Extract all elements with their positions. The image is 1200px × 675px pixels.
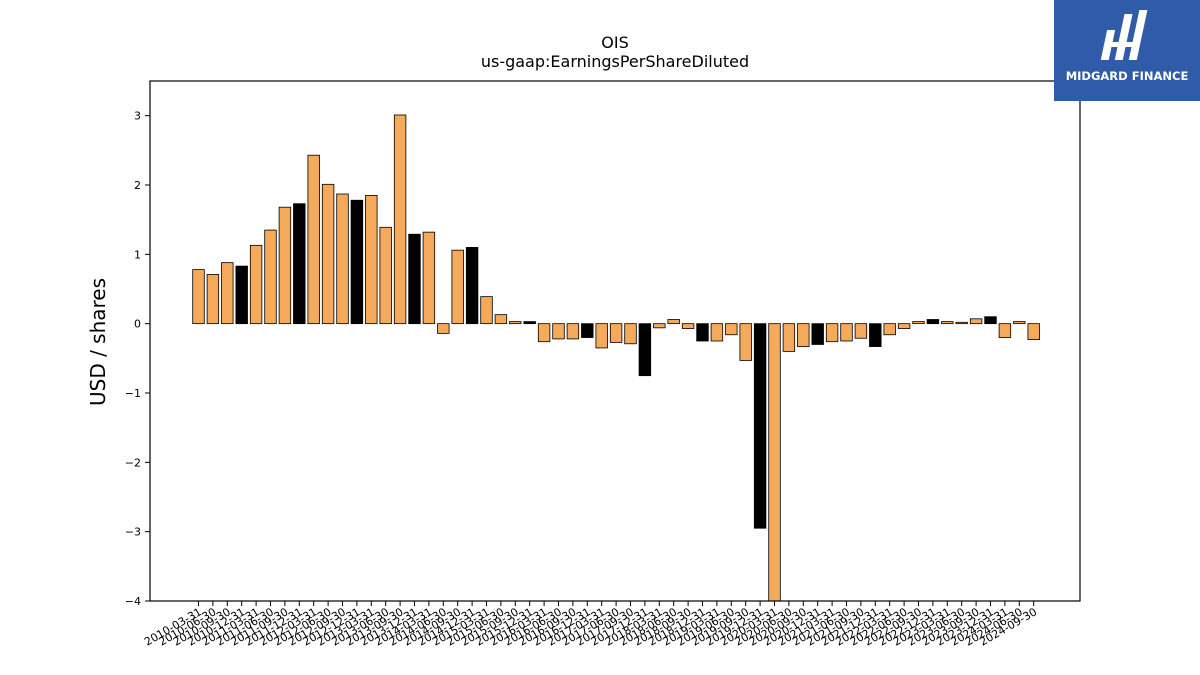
y-ticks-group: 3 2 1 0 −1 −2 −3 −4: [125, 110, 150, 608]
bar-2014-12-31: [465, 246, 479, 325]
bar-2015-03-31: [480, 296, 493, 325]
bar-2018-09-30: [681, 323, 695, 329]
bar-2021-12-31: [869, 323, 882, 347]
bar-2020-09-30: [797, 323, 810, 347]
bar-2011-12-31: [293, 203, 306, 325]
chart-title: OIS: [601, 33, 628, 52]
bar-2011-06-30: [264, 229, 277, 325]
bar-2022-09-30: [912, 321, 925, 325]
bar-2017-12-31: [638, 323, 652, 377]
bar-2024-03-31: [998, 323, 1012, 338]
bar-2024-09-30: [1027, 323, 1040, 341]
bar-2023-03-31: [941, 321, 954, 325]
bar-2010-06-30: [206, 274, 220, 325]
bar-2012-03-31: [307, 154, 320, 325]
bar-2020-03-31: [768, 323, 781, 602]
bar-2019-06-30: [725, 323, 738, 336]
bar-2012-06-30: [321, 183, 335, 325]
bar-2021-03-31: [825, 323, 839, 343]
bar-2020-06-30: [782, 323, 796, 352]
y-tick-label: −1: [125, 387, 141, 400]
bar-2019-09-30: [739, 323, 752, 361]
bar-2012-09-30: [336, 193, 349, 325]
bar-2015-12-31: [523, 321, 536, 325]
bar-2018-06-30: [667, 319, 680, 325]
y-axis-label: USD / shares: [86, 278, 110, 406]
bar-2015-09-30: [509, 321, 522, 325]
bar-2013-06-30: [379, 226, 392, 325]
bar-2017-03-31: [595, 323, 608, 349]
bar-2021-06-30: [840, 323, 853, 342]
bar-2010-09-30: [221, 262, 234, 325]
bar-2015-06-30: [494, 314, 508, 325]
bar-2012-12-31: [350, 199, 364, 325]
bar-2016-12-31: [581, 323, 594, 338]
y-tick-label: −3: [125, 526, 141, 539]
bar-2023-12-31: [984, 316, 997, 325]
bar-2016-03-31: [537, 323, 551, 343]
bar-2022-06-30: [897, 323, 911, 329]
bar-2013-09-30: [393, 114, 407, 325]
bar-2023-06-30: [955, 321, 968, 325]
bars-group: [192, 114, 1040, 602]
bar-2016-09-30: [566, 323, 580, 340]
bar-2021-09-30: [854, 323, 868, 339]
y-tick-label: 0: [134, 318, 141, 331]
x-ticks-group: 2010-03-312010-06-302010-09-302010-12-31…: [142, 601, 1039, 649]
y-tick-label: −4: [125, 595, 141, 608]
y-tick-label: −2: [125, 456, 141, 469]
bar-2010-03-31: [192, 269, 205, 325]
bar-2013-03-31: [365, 194, 378, 325]
bar-2018-03-31: [653, 323, 666, 329]
bar-2014-06-30: [437, 323, 450, 334]
y-tick-label: 1: [134, 248, 141, 261]
bar-2022-03-31: [883, 323, 896, 336]
bar-2018-12-31: [696, 323, 709, 342]
y-tick-label: 3: [134, 110, 141, 123]
plot-frame: [149, 80, 1081, 602]
bar-2023-09-30: [969, 318, 983, 325]
bar-2019-12-31: [753, 323, 767, 529]
bar-2011-03-31: [249, 244, 263, 325]
bar-2017-06-30: [609, 323, 623, 343]
bar-2014-03-31: [422, 231, 436, 325]
brand-name: MIDGARD FINANCE: [1066, 69, 1189, 83]
bar-2022-12-31: [926, 319, 940, 325]
bar-2020-12-31: [811, 323, 824, 345]
brand-logo: MIDGARD FINANCE: [1054, 0, 1200, 101]
y-tick-label: 2: [134, 179, 141, 192]
bar-2019-03-31: [710, 323, 724, 342]
bar-2016-06-30: [552, 323, 565, 340]
brand-mark-icon: [1100, 10, 1148, 60]
bar-2013-12-31: [408, 233, 421, 325]
bar-2014-09-30: [451, 249, 464, 325]
bar-2011-09-30: [278, 206, 292, 325]
chart-subtitle: us-gaap:EarningsPerShareDiluted: [481, 52, 749, 71]
bar-2010-12-31: [235, 265, 248, 325]
bar-2017-09-30: [624, 323, 637, 345]
bar-2024-06-30: [1013, 321, 1026, 325]
